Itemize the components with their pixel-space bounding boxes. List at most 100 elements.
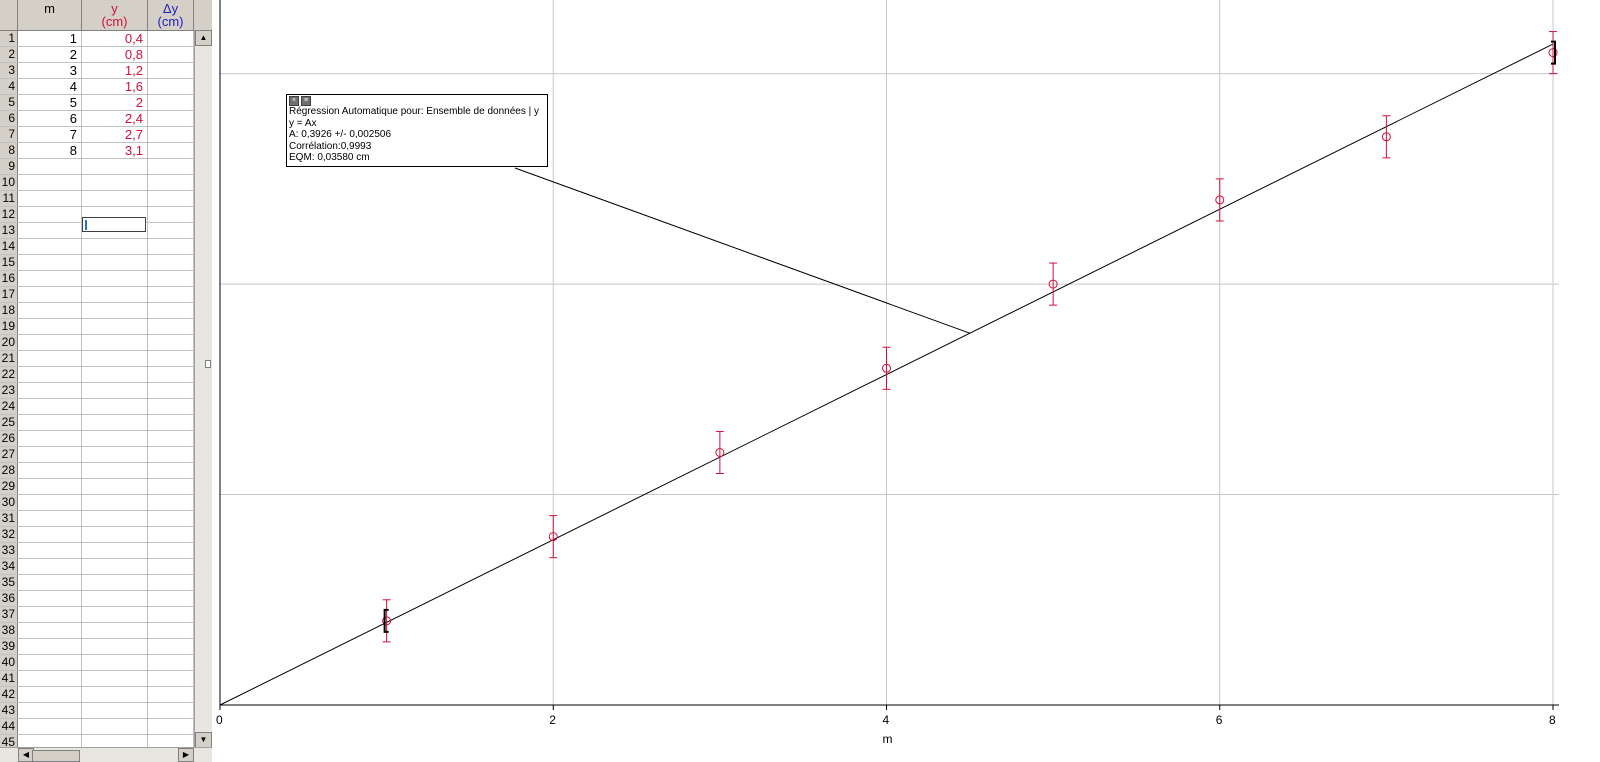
cell-m[interactable] xyxy=(18,575,82,590)
cell-y[interactable] xyxy=(82,719,148,734)
table-row[interactable]: 10 xyxy=(0,175,194,191)
row-number[interactable]: 26 xyxy=(0,431,18,446)
table-row[interactable]: 16 xyxy=(0,271,194,287)
table-row[interactable]: 1 1 0,4 xyxy=(0,31,194,47)
cell-m[interactable] xyxy=(18,239,82,254)
row-number[interactable]: 19 xyxy=(0,319,18,334)
cell-dy[interactable] xyxy=(148,415,194,430)
cell-y[interactable] xyxy=(82,559,148,574)
row-number[interactable]: 42 xyxy=(0,687,18,702)
table-row[interactable]: 33 xyxy=(0,543,194,559)
row-number[interactable]: 2 xyxy=(0,47,18,62)
cell-dy[interactable] xyxy=(148,335,194,350)
table-row[interactable]: 42 xyxy=(0,687,194,703)
cell-dy[interactable] xyxy=(148,703,194,718)
cell-dy[interactable] xyxy=(148,495,194,510)
cell-dy[interactable] xyxy=(148,511,194,526)
table-row[interactable]: 37 xyxy=(0,607,194,623)
row-number[interactable]: 6 xyxy=(0,111,18,126)
cell-m[interactable] xyxy=(18,543,82,558)
table-row[interactable]: 30 xyxy=(0,495,194,511)
cell-dy[interactable] xyxy=(148,31,194,46)
table-row[interactable]: 25 xyxy=(0,415,194,431)
row-number[interactable]: 8 xyxy=(0,143,18,158)
cell-dy[interactable] xyxy=(148,367,194,382)
table-row[interactable]: 3 3 1,2 xyxy=(0,63,194,79)
cell-m[interactable] xyxy=(18,559,82,574)
graph-area[interactable]: 0 2 4 6 8 m xyxy=(212,0,1600,762)
cell-y[interactable] xyxy=(82,303,148,318)
table-row[interactable]: 32 xyxy=(0,527,194,543)
cell-dy[interactable] xyxy=(148,719,194,734)
row-number[interactable]: 7 xyxy=(0,127,18,142)
table-row[interactable]: 26 xyxy=(0,431,194,447)
cell-dy[interactable] xyxy=(148,735,194,750)
table-row[interactable]: 18 xyxy=(0,303,194,319)
row-number[interactable]: 14 xyxy=(0,239,18,254)
row-number[interactable]: 45 xyxy=(0,735,18,750)
cell-m[interactable] xyxy=(18,671,82,686)
cell-y[interactable] xyxy=(82,255,148,270)
table-row[interactable]: 8 8 3,1 xyxy=(0,143,194,159)
cell-dy[interactable] xyxy=(148,239,194,254)
cell-m[interactable]: 1 xyxy=(18,31,82,46)
cell-y[interactable] xyxy=(82,479,148,494)
cell-dy[interactable] xyxy=(148,687,194,702)
row-number[interactable]: 44 xyxy=(0,719,18,734)
pane-splitter-handle[interactable] xyxy=(205,360,211,368)
cell-dy[interactable] xyxy=(148,431,194,446)
cell-dy[interactable] xyxy=(148,79,194,94)
cell-dy[interactable] xyxy=(148,143,194,158)
cell-m[interactable] xyxy=(18,175,82,190)
horizontal-scrollbar[interactable]: ◀ ▶ xyxy=(0,747,212,762)
row-number[interactable]: 29 xyxy=(0,479,18,494)
row-number[interactable]: 21 xyxy=(0,351,18,366)
row-number[interactable]: 25 xyxy=(0,415,18,430)
column-header-y[interactable]: y (cm) xyxy=(82,0,148,30)
cell-dy[interactable] xyxy=(148,127,194,142)
cell-dy[interactable] xyxy=(148,639,194,654)
table-row[interactable]: 15 xyxy=(0,255,194,271)
cell-m[interactable] xyxy=(18,335,82,350)
cell-y[interactable] xyxy=(82,655,148,670)
cell-dy[interactable] xyxy=(148,591,194,606)
row-number[interactable]: 18 xyxy=(0,303,18,318)
cell-y[interactable] xyxy=(82,431,148,446)
row-number[interactable]: 11 xyxy=(0,191,18,206)
table-row[interactable]: 43 xyxy=(0,703,194,719)
table-row[interactable]: 19 xyxy=(0,319,194,335)
cell-y[interactable] xyxy=(82,271,148,286)
row-number[interactable]: 34 xyxy=(0,559,18,574)
cell-y[interactable] xyxy=(82,159,148,174)
cell-m[interactable] xyxy=(18,479,82,494)
cell-y[interactable] xyxy=(82,367,148,382)
cell-y[interactable] xyxy=(82,735,148,750)
active-cell-editor[interactable] xyxy=(82,217,146,232)
row-number[interactable]: 15 xyxy=(0,255,18,270)
cell-dy[interactable] xyxy=(148,159,194,174)
cell-y[interactable] xyxy=(82,687,148,702)
cell-y[interactable]: 3,1 xyxy=(82,143,148,158)
cell-dy[interactable] xyxy=(148,607,194,622)
row-number[interactable]: 22 xyxy=(0,367,18,382)
cell-dy[interactable] xyxy=(148,223,194,238)
table-row[interactable]: 2 2 0,8 xyxy=(0,47,194,63)
row-number[interactable]: 12 xyxy=(0,207,18,222)
cell-dy[interactable] xyxy=(148,559,194,574)
column-header-dy[interactable]: Δy (cm) xyxy=(148,0,194,30)
table-row[interactable]: 39 xyxy=(0,639,194,655)
cell-m[interactable] xyxy=(18,447,82,462)
row-number[interactable]: 17 xyxy=(0,287,18,302)
row-number[interactable]: 36 xyxy=(0,591,18,606)
cell-y[interactable] xyxy=(82,399,148,414)
table-row[interactable]: 14 xyxy=(0,239,194,255)
cell-y[interactable] xyxy=(82,351,148,366)
cell-y[interactable] xyxy=(82,575,148,590)
cell-y[interactable] xyxy=(82,335,148,350)
cell-m[interactable] xyxy=(18,207,82,222)
cell-m[interactable] xyxy=(18,319,82,334)
cell-y[interactable] xyxy=(82,319,148,334)
scatter-plot[interactable] xyxy=(212,0,1600,762)
table-row[interactable]: 27 xyxy=(0,447,194,463)
